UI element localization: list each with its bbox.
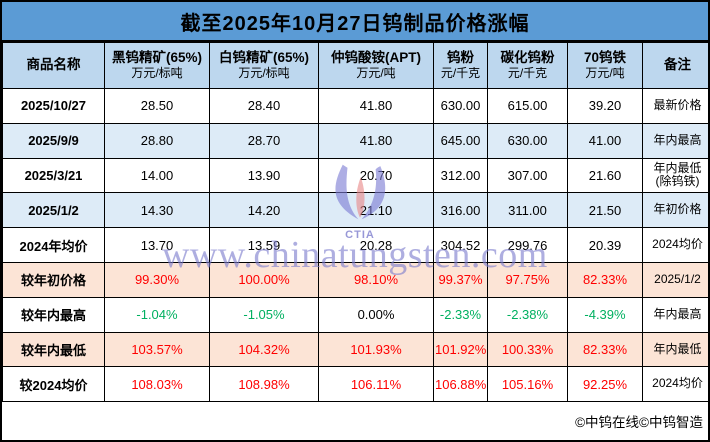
table-row: 2025/10/27 28.50 28.40 41.80 630.00 615.00 39.… (2, 88, 708, 124)
table-row: 2025/3/21 14.00 13.90 20.70 312.00 307.00 21.6… (2, 157, 708, 194)
value-cell: -4.39% (567, 296, 643, 333)
value-cell: 104.32% (209, 331, 319, 368)
value-cell: 14.20 (209, 192, 319, 229)
value-cell: 20.39 (567, 227, 643, 263)
value-cell: 97.75% (487, 261, 568, 298)
table-row: 较2024均价 108.03% 108.98% 106.11% 106.88% 105.1… (2, 366, 708, 403)
value-cell: 28.40 (209, 88, 319, 124)
row-label-cell: 2025/3/21 (2, 157, 105, 194)
value-cell: 14.30 (104, 192, 210, 229)
value-cell: 0.00% (318, 296, 434, 333)
footer-credit: ©中钨在线©中钨智造 (575, 415, 703, 431)
value-cell: 106.88% (433, 366, 488, 403)
remark-cell: 年内最高 (642, 296, 708, 333)
value-cell: 311.00 (487, 192, 568, 229)
value-cell: 99.30% (104, 261, 210, 298)
table-row: 2025/9/9 28.80 28.70 41.80 645.00 630.00 41.00… (2, 122, 708, 159)
value-cell: 20.70 (318, 157, 434, 194)
value-cell: 615.00 (487, 88, 568, 124)
value-cell: 92.25% (567, 366, 643, 403)
col-header-heitungsten: 黑钨精矿(65%) 万元/标吨 (104, 42, 210, 89)
value-cell: 21.60 (567, 157, 643, 194)
col-header-wcpowder: 碳化钨粉 元/千克 (487, 42, 568, 89)
remark-cell: 2024均价 (642, 366, 708, 403)
value-cell: 28.50 (104, 88, 210, 124)
header-row: 商品名称 黑钨精矿(65%) 万元/标吨 白钨精矿(65%) 万元/标吨 仲钨酸铵(AP… (2, 42, 708, 89)
row-label-cell: 2025/1/2 (2, 192, 105, 229)
value-cell: -2.38% (487, 296, 568, 333)
price-table: 商品名称 黑钨精矿(65%) 万元/标吨 白钨精矿(65%) 万元/标吨 仲钨酸铵(AP… (2, 42, 708, 403)
remark-cell: 2025/1/2 (642, 261, 708, 298)
value-cell: 106.11% (318, 366, 434, 403)
value-cell: 304.52 (433, 227, 488, 263)
row-label-cell: 较年内最低 (2, 331, 105, 368)
col-header-apt: 仲钨酸铵(APT) 万元/吨 (318, 42, 434, 89)
value-cell: 316.00 (433, 192, 488, 229)
table-row: 较年内最高 -1.04% -1.05% 0.00% -2.33% -2.38% -4.39%… (2, 296, 708, 333)
value-cell: 98.10% (318, 261, 434, 298)
value-cell: 100.00% (209, 261, 319, 298)
value-cell: 105.16% (487, 366, 568, 403)
table-row: 2025/1/2 14.30 14.20 21.10 316.00 311.00 21.50… (2, 192, 708, 229)
col-header-wpowder: 钨粉 元/千克 (433, 42, 488, 89)
value-cell: 100.33% (487, 331, 568, 368)
table-row: 较年初价格 99.30% 100.00% 98.10% 99.37% 97.75% 82.3… (2, 261, 708, 298)
value-cell: 13.59 (209, 227, 319, 263)
value-cell: 14.00 (104, 157, 210, 194)
value-cell: 108.03% (104, 366, 210, 403)
table-row: 较年内最低 103.57% 104.32% 101.93% 101.92% 100.33%… (2, 331, 708, 368)
row-label-cell: 较年初价格 (2, 261, 105, 298)
value-cell: 82.33% (567, 261, 643, 298)
remark-cell: 最新价格 (642, 88, 708, 124)
row-label-cell: 2024年均价 (2, 227, 105, 263)
row-label-cell: 较2024均价 (2, 366, 105, 403)
value-cell: 39.20 (567, 88, 643, 124)
col-header-remark: 备注 (642, 42, 708, 89)
table-body: 2025/10/27 28.50 28.40 41.80 630.00 615.00 39.… (2, 88, 708, 403)
value-cell: 28.80 (104, 122, 210, 159)
row-label-cell: 较年内最高 (2, 296, 105, 333)
value-cell: -1.05% (209, 296, 319, 333)
value-cell: 108.98% (209, 366, 319, 403)
value-cell: 41.80 (318, 88, 434, 124)
col-header-product: 商品名称 (2, 42, 105, 89)
value-cell: 28.70 (209, 122, 319, 159)
page-title: 截至2025年10月27日钨制品价格涨幅 (2, 2, 708, 42)
value-cell: 99.37% (433, 261, 488, 298)
value-cell: 21.50 (567, 192, 643, 229)
value-cell: 299.76 (487, 227, 568, 263)
value-cell: 630.00 (433, 88, 488, 124)
value-cell: 21.10 (318, 192, 434, 229)
row-label-cell: 2025/9/9 (2, 122, 105, 159)
table-row: 2024年均价 13.70 13.59 20.28 304.52 299.76 20.39 2… (2, 227, 708, 263)
value-cell: 307.00 (487, 157, 568, 194)
value-cell: 41.80 (318, 122, 434, 159)
value-cell: 41.00 (567, 122, 643, 159)
remark-cell: 年内最低 (642, 331, 708, 368)
value-cell: 13.70 (104, 227, 210, 263)
value-cell: 630.00 (487, 122, 568, 159)
value-cell: 312.00 (433, 157, 488, 194)
value-cell: 82.33% (567, 331, 643, 368)
col-header-ferro70: 70钨铁 万元/吨 (567, 42, 643, 89)
value-cell: 103.57% (104, 331, 210, 368)
row-label-cell: 2025/10/27 (2, 88, 105, 124)
value-cell: -2.33% (433, 296, 488, 333)
remark-cell: 年初价格 (642, 192, 708, 229)
value-cell: 20.28 (318, 227, 434, 263)
value-cell: 13.90 (209, 157, 319, 194)
value-cell: 101.92% (433, 331, 488, 368)
remark-cell: 2024均价 (642, 227, 708, 263)
value-cell: 645.00 (433, 122, 488, 159)
remark-cell: 年内最高 (642, 122, 708, 159)
remark-cell: 年内最低 (除钨铁) (642, 157, 708, 194)
value-cell: 101.93% (318, 331, 434, 368)
value-cell: -1.04% (104, 296, 210, 333)
col-header-baitungsten: 白钨精矿(65%) 万元/标吨 (209, 42, 319, 89)
